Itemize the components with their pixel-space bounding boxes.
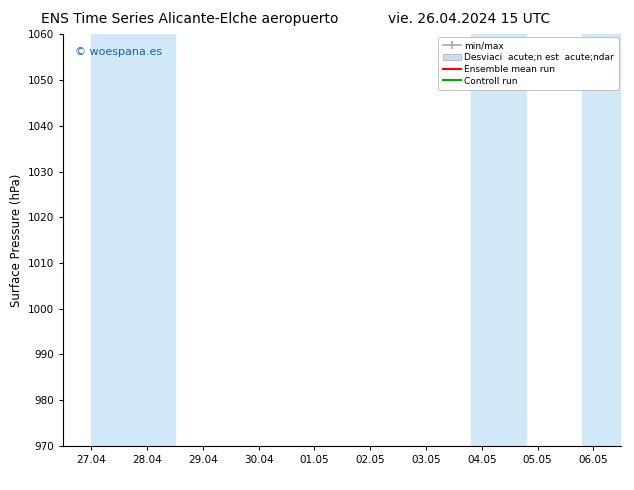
Y-axis label: Surface Pressure (hPa): Surface Pressure (hPa) [10, 173, 23, 307]
Legend: min/max, Desviaci  acute;n est  acute;ndar, Ensemble mean run, Controll run: min/max, Desviaci acute;n est acute;ndar… [438, 37, 619, 90]
Text: ENS Time Series Alicante-Elche aeropuerto: ENS Time Series Alicante-Elche aeropuert… [41, 12, 339, 26]
Bar [470, 34, 526, 446]
Bar [582, 34, 634, 446]
Text: vie. 26.04.2024 15 UTC: vie. 26.04.2024 15 UTC [388, 12, 550, 26]
Text: © woespana.es: © woespana.es [75, 47, 162, 57]
Bar [91, 34, 175, 446]
